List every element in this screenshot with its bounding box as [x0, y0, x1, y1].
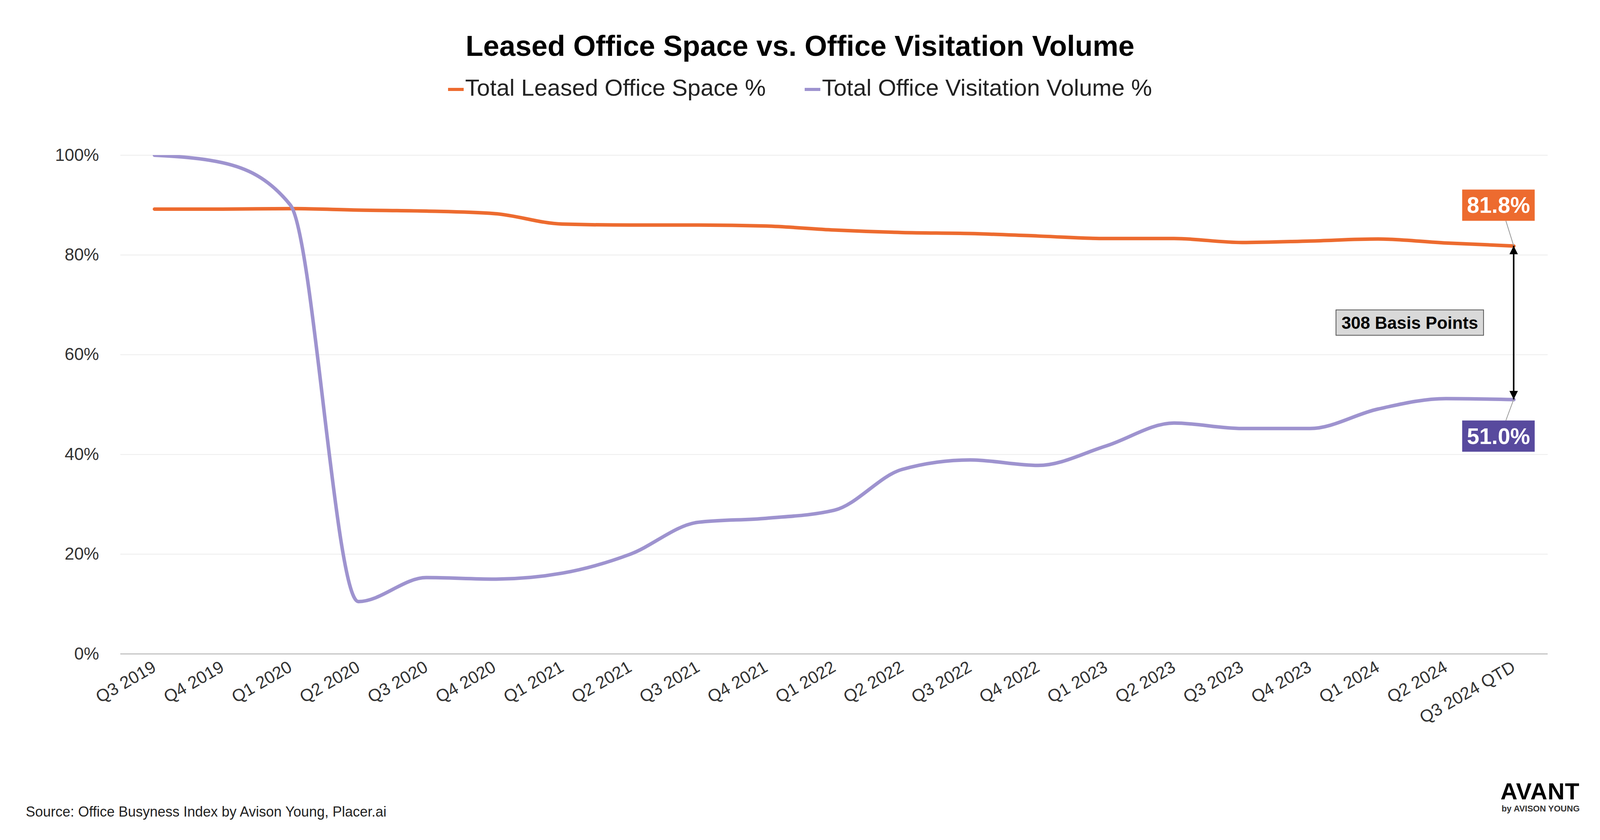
svg-text:Q1 2021: Q1 2021	[500, 657, 567, 707]
svg-text:Q3 2023: Q3 2023	[1179, 657, 1247, 707]
svg-text:100%: 100%	[55, 145, 100, 165]
svg-text:0%: 0%	[74, 644, 100, 664]
svg-text:Q1 2023: Q1 2023	[1043, 657, 1111, 707]
html-text:Leased Office Space vs. Office: Leased Office Space vs. Office Visitatio…	[465, 29, 1135, 63]
html-text:Total Office Visitation Volume: Total Office Visitation Volume %	[821, 74, 1152, 101]
svg-text:80%: 80%	[64, 244, 99, 265]
svg-text:Q2 2024: Q2 2024	[1383, 657, 1451, 707]
svg-text:Q2 2020: Q2 2020	[296, 657, 363, 707]
svg-text:Q4 2021: Q4 2021	[703, 657, 771, 707]
svg-text:Q4 2019: Q4 2019	[160, 657, 227, 707]
svg-text:Q1 2020: Q1 2020	[228, 657, 295, 707]
svg-text:Q3 2021: Q3 2021	[635, 657, 703, 707]
html-text:Total Leased Office Space %: Total Leased Office Space %	[465, 74, 766, 101]
svg-text:51.0%: 51.0%	[1466, 423, 1531, 449]
svg-text:Q1 2022: Q1 2022	[771, 657, 839, 707]
svg-text:Q1 2024: Q1 2024	[1315, 657, 1383, 707]
svg-text:60%: 60%	[64, 344, 99, 364]
html-text:by AVISON YOUNG: by AVISON YOUNG	[1501, 803, 1580, 814]
svg-text:Q4 2022: Q4 2022	[975, 657, 1043, 707]
svg-text:Q2 2022: Q2 2022	[839, 657, 907, 707]
svg-text:20%: 20%	[64, 544, 99, 564]
svg-text:Q3 2020: Q3 2020	[364, 657, 431, 707]
svg-text:40%: 40%	[64, 444, 99, 464]
svg-text:Q2 2021: Q2 2021	[567, 657, 635, 707]
svg-text:81.8%: 81.8%	[1466, 192, 1531, 218]
svg-text:Q3 2022: Q3 2022	[907, 657, 975, 707]
svg-text:Q3 2024 QTD: Q3 2024 QTD	[1416, 657, 1519, 727]
svg-text:Q2 2023: Q2 2023	[1111, 657, 1179, 707]
svg-text:Q4 2023: Q4 2023	[1247, 657, 1315, 707]
svg-text:Q3 2019: Q3 2019	[92, 657, 159, 707]
html-text:Source: Office Busyness Index: Source: Office Busyness Index by Avison …	[25, 803, 387, 820]
svg-text:308 Basis Points: 308 Basis Points	[1341, 313, 1479, 333]
html-text:AVANT: AVANT	[1500, 778, 1580, 805]
svg-text:Q4 2020: Q4 2020	[432, 657, 499, 707]
